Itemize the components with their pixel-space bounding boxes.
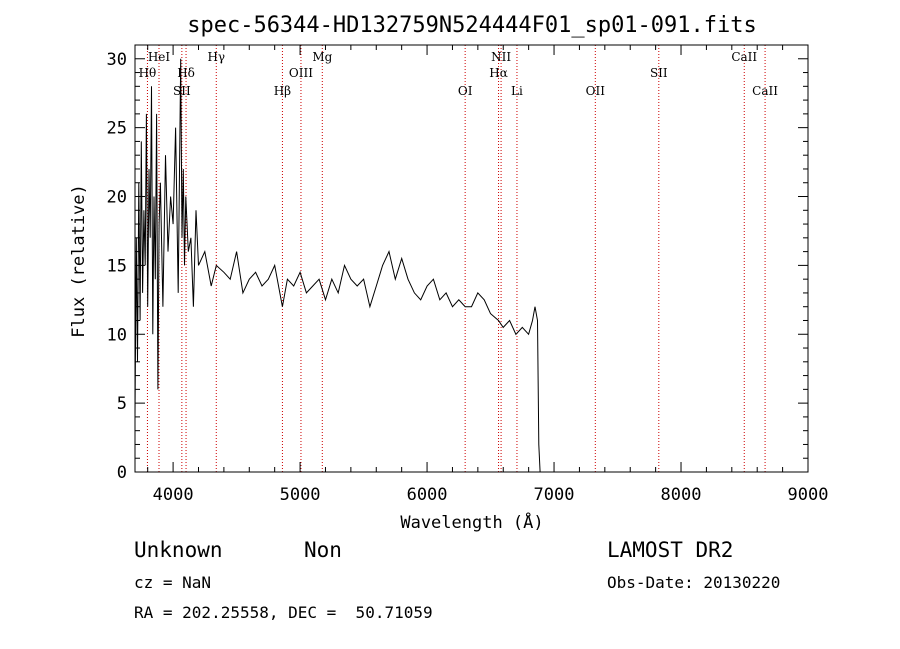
emission-line-labels: HeI Hθ Hδ SII Hγ Mg OIII Hβ NII Hα OI Li OII SII CaII C…: [139, 50, 779, 98]
emission-line-label: CaII: [752, 84, 778, 98]
plot-frame: [134, 44, 809, 473]
emission-line-label: NII: [491, 50, 511, 64]
coordinates: RA = 202.25558, DEC = 50.71059: [134, 603, 433, 622]
y-tick-label: 20: [107, 188, 127, 208]
y-tick-label: 30: [107, 50, 127, 70]
emission-line-label: HeI: [148, 50, 171, 64]
chart-title: spec-56344-HD132759N524444F01_sp01-091.f…: [187, 13, 757, 38]
x-tick-label: 7000: [534, 485, 575, 505]
emission-line-label: Hδ: [177, 66, 195, 80]
y-tick-label: 0: [117, 463, 127, 483]
x-tick-label: 9000: [788, 485, 829, 505]
emission-line-label: Hα: [489, 66, 508, 80]
survey-name: LAMOST DR2: [607, 538, 734, 562]
object-subclass: Non: [304, 538, 342, 562]
emission-line-label: OII: [586, 84, 606, 98]
x-axis-label: Wavelength (Å): [400, 511, 543, 533]
y-axis-label: Flux (relative): [69, 184, 89, 338]
x-tick-label: 6000: [407, 485, 448, 505]
x-tick-label: 4000: [153, 485, 194, 505]
emission-line-label: Li: [511, 84, 523, 98]
x-axis: 4000 5000 6000 7000 8000 9000: [147, 45, 829, 505]
y-tick-label: 15: [107, 256, 127, 276]
x-tick-label: 5000: [280, 485, 321, 505]
y-axis: 0 5 10 15 20 25 30: [107, 44, 808, 483]
y-tick-label: 10: [107, 325, 127, 345]
emission-line-markers: [146, 45, 766, 472]
emission-line-label: Hγ: [207, 50, 225, 64]
emission-line-label: OI: [458, 84, 473, 98]
redshift-value: cz = NaN: [134, 573, 212, 592]
spectrum-line: [134, 58, 542, 473]
emission-line-label: Mg: [312, 50, 332, 64]
object-class: Unknown: [134, 538, 223, 562]
emission-line-label: Hθ: [139, 66, 157, 80]
emission-line-label: OIII: [289, 66, 313, 80]
y-tick-label: 5: [117, 394, 127, 414]
emission-line-label: Hβ: [274, 84, 291, 98]
x-tick-label: 8000: [661, 485, 702, 505]
emission-line-label: SII: [173, 84, 191, 98]
y-tick-label: 25: [107, 119, 127, 139]
emission-line-label: CaII: [731, 50, 757, 64]
observation-date: Obs-Date: 20130220: [607, 573, 781, 592]
emission-line-label: SII: [650, 66, 668, 80]
